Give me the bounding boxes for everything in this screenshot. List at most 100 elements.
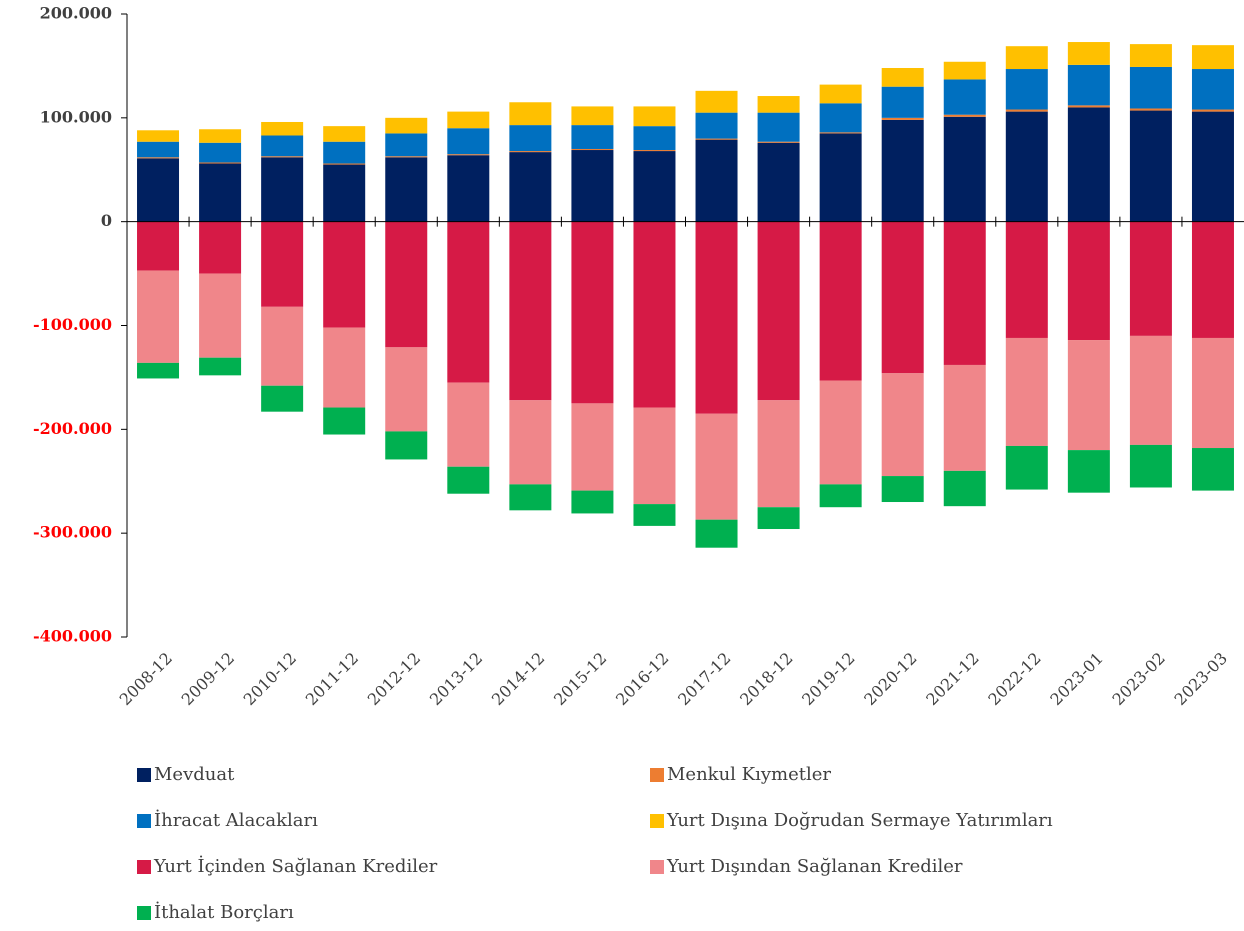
y-tick-label: -200.000 <box>33 419 112 438</box>
x-tick-label: 2021-12 <box>922 649 982 709</box>
bar-segment <box>385 157 428 222</box>
bar-segment <box>943 61 986 80</box>
x-tick-label: 2009-12 <box>178 649 238 709</box>
bar-segment <box>881 86 924 118</box>
y-tick-label: -100.000 <box>33 315 112 334</box>
bar-segment <box>1191 448 1234 491</box>
bar-segment <box>1067 450 1110 493</box>
bar-segment <box>137 158 180 222</box>
bar-segment <box>137 221 180 271</box>
x-tick-label: 2017-12 <box>674 649 734 709</box>
bar-segment <box>323 221 366 328</box>
bar-segment <box>447 155 490 222</box>
bar-segment <box>757 142 800 222</box>
bar-segment <box>509 484 552 511</box>
x-tick-label: 2020-12 <box>860 649 920 709</box>
bar-segment <box>571 150 614 222</box>
x-tick-label: 2023-01 <box>1046 649 1106 709</box>
y-tick-label: 200.000 <box>40 4 112 23</box>
bar-segment <box>633 151 676 222</box>
bar-segment <box>385 221 428 348</box>
bar-segment <box>571 148 614 151</box>
legend-label: İhracat Alacakları <box>154 808 318 831</box>
bar-segment <box>571 403 614 491</box>
x-tick-label: 2016-12 <box>612 649 672 709</box>
bar-segment <box>1005 221 1048 338</box>
bar-segment <box>1191 69 1234 110</box>
bar-segment <box>943 116 986 222</box>
bar-segment <box>757 507 800 530</box>
bar-segment <box>943 221 986 365</box>
y-tick-label: -300.000 <box>33 523 112 542</box>
bar-segment <box>1129 66 1172 109</box>
bar-segment <box>199 142 242 163</box>
bar-segment <box>571 490 614 514</box>
bar-segment <box>943 364 986 471</box>
bar-segment <box>447 221 490 383</box>
bar-segment <box>1129 444 1172 488</box>
bar-segment <box>633 221 676 408</box>
x-tick-label: 2012-12 <box>364 649 424 709</box>
bar-segment <box>323 126 366 142</box>
bar-segment <box>1005 111 1048 222</box>
bar-segment <box>695 138 738 140</box>
bar-segment <box>695 519 738 548</box>
bar-segment <box>1067 107 1110 222</box>
bar-segment <box>385 431 428 460</box>
bar-segment <box>881 476 924 503</box>
bar-segment <box>1005 109 1048 112</box>
bar-segment <box>571 125 614 149</box>
x-tick-label: 2011-12 <box>302 649 362 709</box>
legend-swatch <box>137 906 151 920</box>
bar-segment <box>881 117 924 120</box>
bar-segment <box>757 400 800 508</box>
bar-segment <box>1191 45 1234 70</box>
bar-segment <box>323 327 366 408</box>
bar-segment <box>509 151 552 153</box>
bar-segment <box>695 90 738 113</box>
bar-segment <box>509 102 552 126</box>
bar-segment <box>199 273 242 358</box>
bar-segment <box>385 133 428 157</box>
legend-swatch <box>650 768 664 782</box>
bar-segment <box>633 106 676 127</box>
bar-segment <box>1191 111 1234 222</box>
bar-segment <box>881 373 924 477</box>
bar-segment <box>261 157 304 222</box>
legend-swatch <box>650 860 664 874</box>
bar-segment <box>509 221 552 401</box>
bar-segment <box>819 84 862 104</box>
bar-segment <box>385 347 428 432</box>
legend-swatch <box>137 814 151 828</box>
bar-segment <box>757 112 800 142</box>
x-tick-label: 2008-12 <box>116 649 176 709</box>
legend-swatch <box>137 860 151 874</box>
bar-segment <box>943 470 986 507</box>
bar-segment <box>1067 105 1110 108</box>
bar-segment <box>447 111 490 129</box>
bar-segment <box>819 380 862 485</box>
bar-segment <box>509 152 552 222</box>
bar-segment <box>1129 221 1172 336</box>
bar-segment <box>819 103 862 133</box>
bar-segment <box>199 221 242 274</box>
bar-segment <box>881 119 924 222</box>
bar-segment <box>633 504 676 526</box>
x-tick-label: 2010-12 <box>240 649 300 709</box>
bar-segment <box>509 125 552 152</box>
bar-segment <box>385 117 428 134</box>
bar-segment <box>1005 445 1048 490</box>
bar-segment <box>1129 44 1172 67</box>
bar-segment <box>1191 109 1234 112</box>
legend-label: Mevduat <box>154 764 235 785</box>
bar-segment <box>571 221 614 404</box>
bar-segment <box>137 141 180 158</box>
bar-segment <box>1129 108 1172 111</box>
bar-segment <box>695 112 738 139</box>
bar-segment <box>323 141 366 164</box>
x-tick-label: 2013-12 <box>426 649 486 709</box>
bar-segment <box>633 126 676 151</box>
legend-label: Menkul Kıymetler <box>667 764 831 785</box>
bar-segment <box>261 121 304 136</box>
